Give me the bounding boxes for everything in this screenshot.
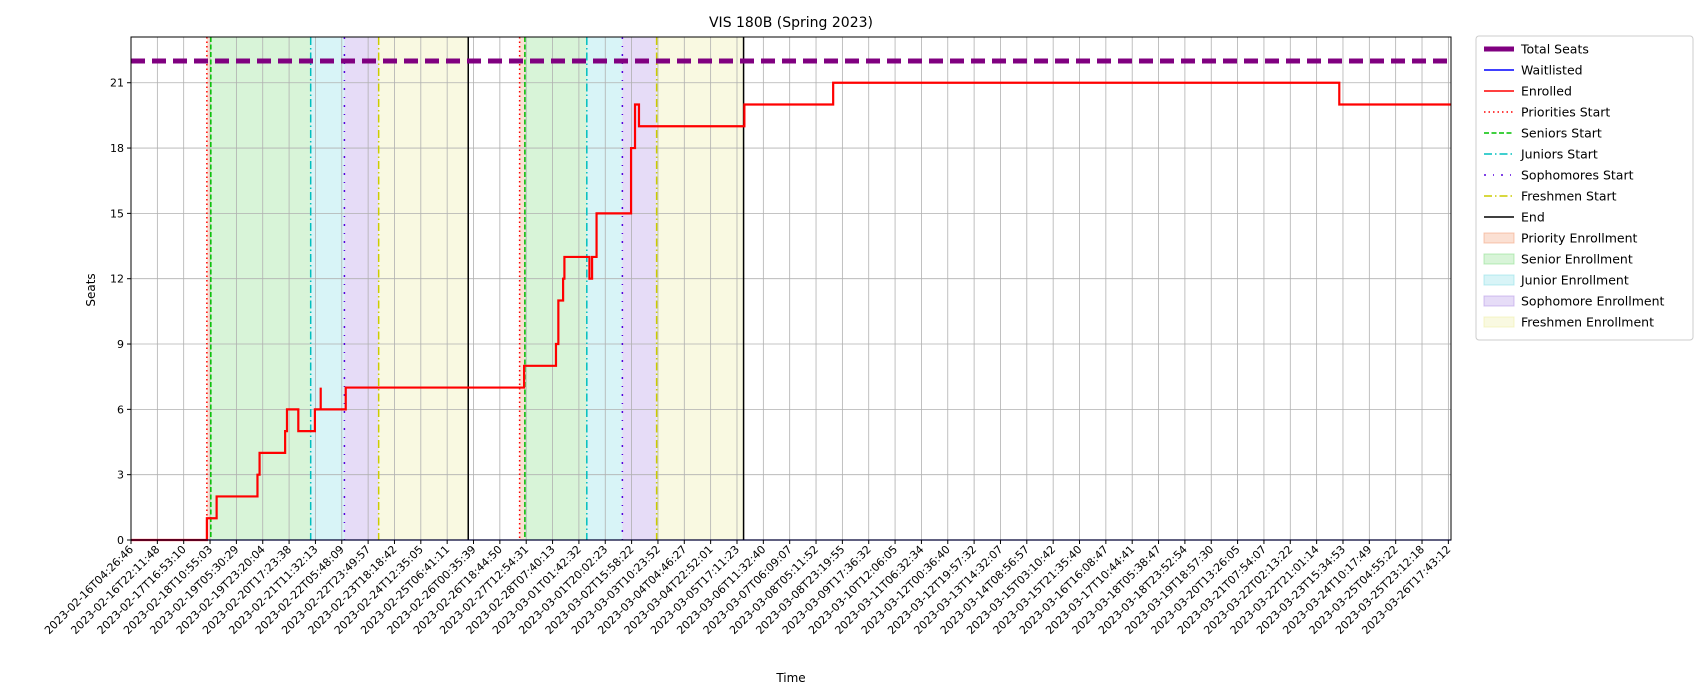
legend-item: Senior Enrollment <box>1483 252 1633 267</box>
legend-swatch <box>1483 295 1515 307</box>
legend-box <box>1475 35 1694 341</box>
y-tick-label: 3 <box>117 469 124 482</box>
legend-item: Priority Enrollment <box>1483 231 1638 246</box>
legend-item: Juniors Start <box>1484 147 1598 162</box>
legend-label: Freshmen Enrollment <box>1521 315 1654 330</box>
y-axis-label: Seats <box>84 273 98 306</box>
legend-label: Freshmen Start <box>1521 189 1617 204</box>
legend-label: End <box>1521 210 1545 225</box>
shaded-region-priority-enrollment <box>519 37 525 540</box>
shaded-region-freshmen-enrollment <box>656 37 744 540</box>
plot-background <box>131 37 1451 540</box>
legend-item: Freshmen Start <box>1484 189 1617 204</box>
y-tick-label: 9 <box>117 338 124 351</box>
legend-swatch <box>1483 253 1515 265</box>
y-tick-label: 6 <box>117 403 124 416</box>
shaded-region-senior-enrollment <box>524 37 587 540</box>
y-tick-label: 12 <box>110 273 124 286</box>
legend-item: Waitlisted <box>1484 63 1583 78</box>
legend-label: Junior Enrollment <box>1520 273 1629 288</box>
legend-label: Priority Enrollment <box>1521 231 1638 246</box>
y-tick-label: 15 <box>110 207 124 220</box>
y-tick-label: 21 <box>110 77 124 90</box>
y-tick-label: 0 <box>117 534 124 547</box>
chart-title: VIS 180B (Spring 2023) <box>709 15 873 31</box>
shaded-region-sophomore-enrollment <box>344 37 379 540</box>
legend-label: Sophomore Enrollment <box>1521 294 1665 309</box>
legend-item: Enrolled <box>1484 84 1572 99</box>
legend-item: Total Seats <box>1484 42 1589 57</box>
plot-area: 0369121518212023-02-16T04:26:462023-02-1… <box>42 36 1453 637</box>
shaded-region-freshmen-enrollment <box>378 37 469 540</box>
legend-item: End <box>1484 210 1545 225</box>
legend-label: Seniors Start <box>1521 126 1602 141</box>
shaded-region-junior-enrollment <box>586 37 623 540</box>
legend-label: Enrolled <box>1521 84 1572 99</box>
legend-label: Senior Enrollment <box>1521 252 1633 267</box>
shaded-region-priority-enrollment <box>206 37 211 540</box>
legend-item: Junior Enrollment <box>1483 273 1629 288</box>
legend: Total Seats Waitlisted Enrolled Priorities … <box>1475 35 1694 341</box>
legend-item: Freshmen Enrollment <box>1483 315 1654 330</box>
legend-item: Priorities Start <box>1484 105 1610 120</box>
plot-frame <box>130 36 1452 541</box>
legend-swatch <box>1483 274 1515 286</box>
legend-label: Juniors Start <box>1520 147 1598 162</box>
legend-swatch <box>1483 232 1515 244</box>
shaded-region-junior-enrollment <box>310 37 345 540</box>
legend-item: Sophomore Enrollment <box>1483 294 1665 309</box>
legend-item: Seniors Start <box>1484 126 1602 141</box>
legend-swatch <box>1483 316 1515 328</box>
shaded-region-senior-enrollment <box>210 37 311 540</box>
series-enrolled <box>131 81 1451 542</box>
legend-label: Priorities Start <box>1521 105 1610 120</box>
y-tick-label: 18 <box>110 142 124 155</box>
legend-label: Waitlisted <box>1521 63 1583 78</box>
x-axis-label: Time <box>775 671 805 685</box>
legend-label: Total Seats <box>1520 42 1589 57</box>
legend-label: Sophomores Start <box>1521 168 1634 183</box>
legend-item: Sophomores Start <box>1484 168 1634 183</box>
